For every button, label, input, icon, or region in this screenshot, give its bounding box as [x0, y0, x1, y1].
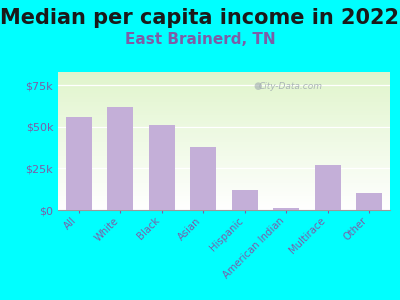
Text: East Brainerd, TN: East Brainerd, TN [125, 32, 275, 46]
Bar [273, 208, 299, 210]
Bar [232, 190, 258, 210]
Bar [356, 194, 382, 210]
Bar [66, 117, 92, 210]
Bar [190, 147, 216, 210]
Text: ●: ● [253, 81, 262, 91]
Bar [107, 107, 133, 210]
Text: City-Data.com: City-Data.com [258, 82, 322, 91]
Text: Median per capita income in 2022: Median per capita income in 2022 [0, 8, 400, 28]
Bar [315, 165, 341, 210]
Bar [149, 125, 175, 210]
